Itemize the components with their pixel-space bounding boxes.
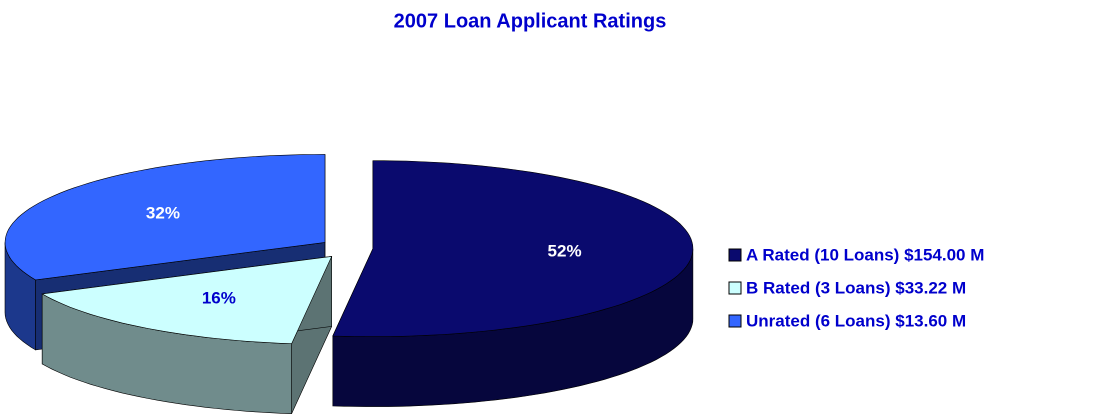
legend-label: B Rated (3 Loans) $33.22 M (746, 278, 966, 297)
slice (4, 154, 326, 281)
legend-label: A Rated (10 Loans) $154.00 M (746, 245, 984, 264)
data-label: 16% (202, 289, 236, 308)
legend-label: Unrated (6 Loans) $13.60 M (746, 311, 966, 330)
data-label: 52% (548, 241, 582, 260)
data-label: 32% (146, 204, 180, 223)
legend-swatch (728, 314, 742, 328)
slice (332, 160, 694, 337)
legend-swatch (728, 281, 742, 295)
slice (41, 256, 333, 345)
legend-swatch (728, 248, 742, 262)
chart-title: 2007 Loan Applicant Ratings (394, 10, 667, 32)
